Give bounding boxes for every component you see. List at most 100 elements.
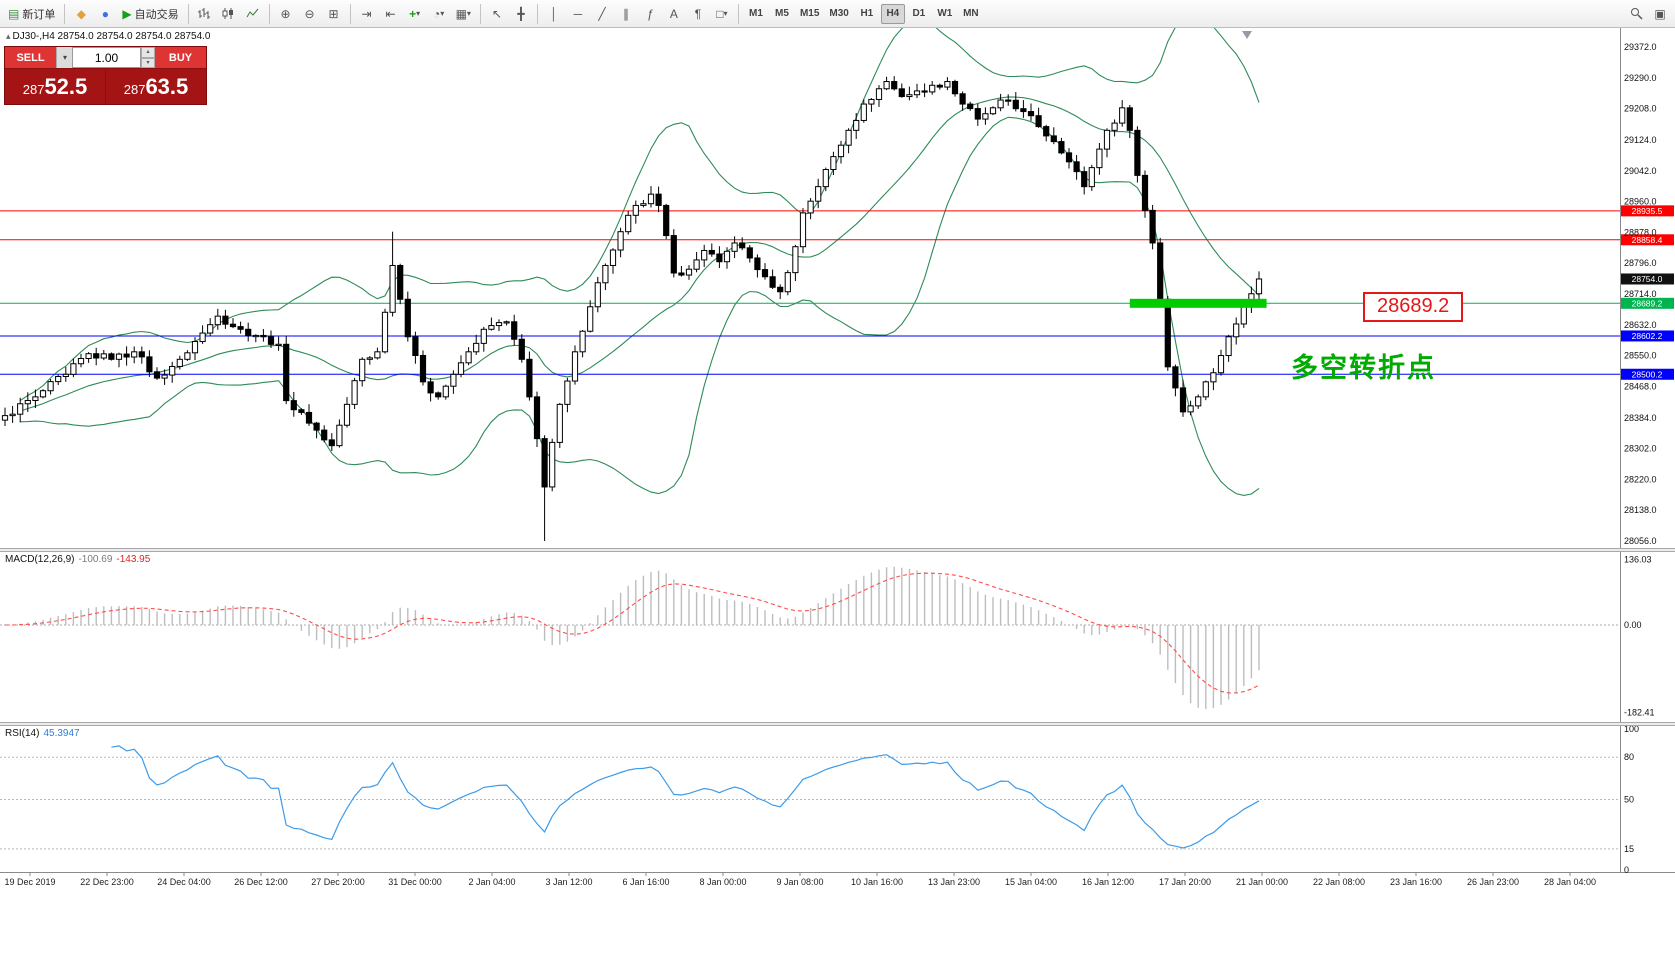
time-axis-label: 3 Jan 12:00 (545, 877, 592, 887)
buy-button[interactable]: BUY (155, 47, 206, 68)
panel-resizer-macd[interactable] (0, 548, 1675, 552)
volume-up-button[interactable]: ▴ (141, 47, 155, 58)
search-button[interactable] (1625, 3, 1647, 25)
timeframe-d1[interactable]: D1 (907, 4, 931, 24)
time-axis-label: 19 Dec 2019 (4, 877, 55, 887)
price-axis-label: 29124.0 (1624, 135, 1657, 145)
collapse-arrow-icon[interactable]: ▴ (6, 31, 11, 41)
timeframe-m5[interactable]: M5 (770, 4, 794, 24)
toolbar-separator (268, 3, 270, 24)
price-callout[interactable]: 28689.2 (1363, 292, 1464, 322)
price-badge (1621, 205, 1674, 217)
sell-button[interactable]: SELL (5, 47, 56, 68)
price-axis-label: 29208.0 (1624, 104, 1657, 114)
price-badge (1621, 234, 1674, 246)
horizontal-line-button[interactable]: ─ (567, 3, 589, 25)
macd-scale-label: 0.00 (1624, 620, 1642, 630)
fibonacci-icon: ƒ (646, 6, 654, 21)
price-axis[interactable]: 29372.0 29290.0 29208.0 29124.0 29042.0 28960… (1624, 42, 1657, 875)
text-button[interactable]: A (663, 3, 685, 25)
note-text[interactable]: 多空转折点 (1291, 353, 1436, 383)
time-axis-label: 27 Dec 20:00 (311, 877, 365, 887)
charts-wizard-button[interactable]: ◆ (70, 3, 92, 25)
price-axis-label: 28878.0 (1624, 227, 1657, 237)
auto-trading-label: 自动交易 (134, 8, 179, 21)
timeframe-w1[interactable]: W1 (933, 4, 957, 24)
time-axis-label: 21 Jan 00:00 (1236, 877, 1288, 887)
panel-resizer-rsi[interactable] (0, 722, 1675, 726)
chart-shift-button[interactable]: ⇤ (380, 3, 402, 25)
price-badge-text: 28500.2 (1632, 369, 1663, 379)
price-axis-label: 29290.0 (1624, 73, 1657, 83)
bar-chart-icon (198, 8, 211, 19)
zoom-in-icon: ⊕ (280, 6, 291, 21)
toolbar-separator (349, 3, 351, 24)
rsi-label: RSI(14) 45.3947 (5, 728, 80, 739)
price-badge-text: 28935.5 (1632, 206, 1663, 216)
auto-scroll-icon: ⇥ (361, 6, 372, 21)
bollinger-middle (20, 96, 1260, 412)
price-axis-label: 28960.0 (1624, 197, 1657, 207)
timeframe-m1[interactable]: M1 (744, 4, 768, 24)
volume-down-button[interactable]: ▾ (141, 57, 155, 68)
timeframe-mn[interactable]: MN (959, 4, 983, 24)
rsi-value: 45.3947 (43, 728, 80, 739)
rsi-scale-label: 80 (1624, 752, 1634, 762)
time-axis-label: 10 Jan 16:00 (851, 877, 903, 887)
trendline-button[interactable]: ╱ (591, 3, 613, 25)
tile-windows-button[interactable]: ⊞ (323, 3, 345, 25)
price-axis-label: 28302.0 (1624, 444, 1657, 454)
new-order-button[interactable]: ▤ 新订单 (4, 3, 59, 25)
candles-layer (1, 76, 1263, 541)
profiles-button[interactable]: ● (94, 3, 116, 25)
text-label-icon: ¶ (694, 6, 702, 21)
time-axis-label: 2 Jan 04:00 (468, 877, 515, 887)
auto-scroll-button[interactable]: ⇥ (356, 3, 378, 25)
zoom-out-icon: ⊖ (304, 6, 315, 21)
text-label-button[interactable]: ¶ (687, 3, 709, 25)
cursor-button[interactable]: ↖ (486, 3, 508, 25)
bar-chart-button[interactable] (194, 3, 216, 25)
zoom-in-button[interactable]: ⊕ (275, 3, 297, 25)
buy-price[interactable]: 28763.5 (106, 69, 206, 104)
timeframe-h1[interactable]: H1 (855, 4, 879, 24)
highlight-trendline[interactable] (1129, 298, 1267, 308)
indicators-button[interactable]: + ▾ (404, 3, 426, 25)
price-axis-label: 28714.0 (1624, 289, 1657, 299)
zoom-out-button[interactable]: ⊖ (299, 3, 321, 25)
price-axis-label: 28138.0 (1624, 505, 1657, 515)
fibonacci-button[interactable]: ƒ (639, 3, 661, 25)
price-badge-text: 28602.2 (1632, 331, 1663, 341)
time-axis-label: 28 Jan 04:00 (1544, 877, 1596, 887)
chart-shift-marker[interactable] (1242, 31, 1252, 39)
vertical-line-icon: │ (550, 6, 558, 21)
volume-dropdown-button[interactable]: ▾ (56, 47, 72, 68)
volume-input[interactable] (72, 47, 141, 68)
sell-price[interactable]: 28752.5 (5, 69, 105, 104)
timeframe-m30[interactable]: M30 (825, 4, 852, 24)
templates-button[interactable]: ▦ ▾ (452, 3, 475, 25)
vertical-line-button[interactable]: │ (543, 3, 565, 25)
time-axis[interactable]: 19 Dec 2019 22 Dec 23:00 24 Dec 04:00 26 De… (4, 872, 1596, 887)
channel-button[interactable]: ∥ (615, 3, 637, 25)
play-icon: ▶ (122, 6, 132, 21)
clock-icon: ◔ (432, 6, 441, 21)
shapes-button[interactable]: □ ▾ (711, 3, 733, 25)
macd-scale-label: -182.41 (1624, 708, 1655, 718)
timeframe-h4[interactable]: H4 (880, 3, 905, 24)
price-badge (1621, 368, 1674, 380)
auto-trading-button[interactable]: ▶ 自动交易 (118, 3, 182, 25)
time-axis-label: 15 Jan 04:00 (1005, 877, 1057, 887)
line-chart-button[interactable] (242, 3, 264, 25)
periods-button[interactable]: ◔ ▾ (428, 3, 450, 25)
macd-title: MACD(12,26,9) (5, 554, 75, 565)
price-axis-label: 28220.0 (1624, 474, 1657, 484)
candlestick-chart-button[interactable] (218, 3, 240, 25)
timeframe-m15[interactable]: M15 (796, 4, 823, 24)
crosshair-button[interactable]: ╋ (510, 3, 532, 25)
price-badge (1621, 330, 1674, 342)
rsi-line (111, 745, 1260, 849)
layout-button[interactable]: ▣ (1649, 3, 1671, 25)
candlestick-icon (222, 8, 234, 19)
